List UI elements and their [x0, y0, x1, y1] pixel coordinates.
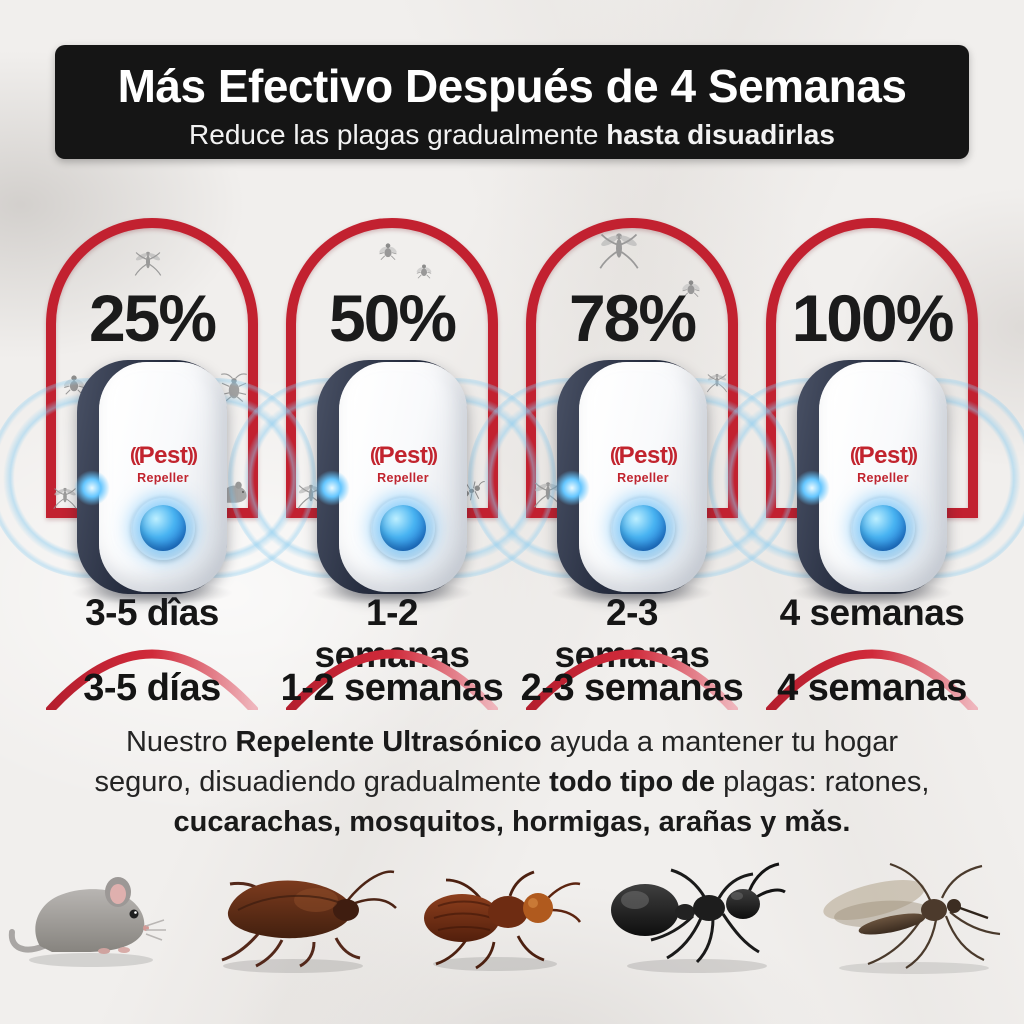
red-arc-decoration — [526, 649, 738, 710]
sound-waves-left-icon: (( — [609, 445, 621, 466]
mosquito-icon — [131, 244, 165, 278]
percent-label: 100% — [791, 281, 955, 355]
stage-column-1: 25% ((Pest)) Repeller — [0, 218, 316, 606]
description-bold: todo tipo de — [549, 766, 716, 799]
sound-waves-right-icon: )) — [427, 445, 438, 466]
pest-repeller-device: ((Pest)) Repeller — [77, 360, 227, 594]
subtitle: Reduce las plagas gradualmente hasta dis… — [55, 119, 969, 151]
sound-waves-right-icon: )) — [667, 445, 678, 466]
power-button-light — [620, 505, 666, 551]
device-logo: ((Pest)) Repeller — [339, 444, 467, 485]
ant-image — [610, 862, 786, 973]
glow-flare — [74, 470, 110, 506]
stage-column-3: 78% ((Pest)) Repeller — [468, 218, 796, 606]
percent-label: 25% — [88, 281, 217, 355]
description-text: seguro, disuadiendo gradualmente — [94, 766, 550, 799]
mosquito-image — [822, 862, 1000, 974]
glow-flare — [794, 470, 830, 506]
arc-cell: 3-5 días — [46, 640, 258, 710]
power-button-light — [860, 505, 906, 551]
description-bold: cucarachas, mosquitos, hormigas, arañas … — [173, 806, 851, 839]
duration-label: 3-5 dîas — [85, 592, 219, 633]
power-button-light — [380, 505, 426, 551]
subtitle-regular: Reduce las plagas gradualmente — [189, 119, 607, 150]
brand-subname: Repeller — [377, 471, 429, 485]
sound-waves-left-icon: (( — [369, 445, 381, 466]
description-line-3: cucarachas, mosquitos, hormigas, arañas … — [0, 802, 1024, 842]
power-button — [611, 496, 675, 560]
red-arc-decoration — [46, 649, 258, 710]
mosquito-icon — [594, 222, 644, 272]
device-logo: ((Pest)) Repeller — [99, 444, 227, 485]
description-line-1: Nuestro Repelente Ultrasónico ayuda a ma… — [0, 722, 1024, 762]
duration-arcs-row: 3-5 días 1-2 semanas 2-3 semanas 4 seman… — [0, 640, 1024, 710]
duration-label-repeat: 1-2 semanas — [280, 667, 504, 709]
brand-subname: Repeller — [617, 471, 669, 485]
percent-label: 50% — [328, 281, 457, 355]
pest-images-row — [0, 828, 1024, 978]
device-logo: ((Pest)) Repeller — [579, 444, 707, 485]
power-button — [851, 496, 915, 560]
arc-cell: 2-3 semanas — [521, 640, 744, 710]
power-button — [371, 496, 435, 560]
sound-waves-left-icon: (( — [129, 445, 141, 466]
cockroach-image — [221, 870, 397, 973]
device-logo: ((Pest)) Repeller — [819, 444, 947, 485]
brand-name: Pest — [618, 442, 668, 469]
fly-icon — [413, 259, 435, 281]
stages-row: 25% ((Pest)) Repeller — [0, 218, 1024, 606]
percent-label: 78% — [568, 281, 697, 355]
brand-name: Pest — [858, 442, 908, 469]
brand-subname: Repeller — [137, 471, 189, 485]
sound-waves-right-icon: )) — [187, 445, 198, 466]
power-button — [131, 496, 195, 560]
description-bold: Repelente Ultrasónico — [235, 726, 542, 758]
description-text: Nuestro — [125, 726, 236, 758]
pest-repeller-device: ((Pest)) Repeller — [317, 360, 467, 594]
subtitle-bold: hasta disuadirlas — [606, 119, 835, 150]
stage-column-2: 50% ((Pest)) Repeller — [228, 218, 556, 606]
header-banner: Más Efectivo Después de 4 Semanas Reduce… — [55, 45, 969, 159]
description-line-2: seguro, disuadiendo gradualmente todo ti… — [0, 762, 1024, 802]
red-arc-decoration — [286, 649, 498, 710]
sound-waves-left-icon: (( — [849, 445, 861, 466]
red-arc-decoration — [766, 649, 978, 710]
description-paragraph: Nuestro Repelente Ultrasónico ayuda a ma… — [0, 722, 1024, 842]
duration-label-repeat: 2-3 semanas — [520, 667, 744, 709]
power-button-light — [140, 505, 186, 551]
brand-name: Pest — [378, 442, 428, 469]
stage-column-4: 100% ((Pest)) Repeller — [708, 218, 1024, 606]
description-text: plagas: ratones, — [715, 766, 930, 799]
brand-subname: Repeller — [857, 471, 909, 485]
arc-cell: 4 semanas — [766, 640, 978, 710]
page-title: Más Efectivo Después de 4 Semanas — [117, 60, 907, 112]
duration-label-repeat: 3-5 días — [83, 667, 221, 709]
brand-name: Pest — [138, 442, 188, 469]
glow-flare — [314, 470, 350, 506]
duration-label-repeat: 4 semanas — [777, 667, 967, 709]
duration-label: 4 semanas — [779, 592, 965, 633]
glow-flare — [554, 470, 590, 506]
termite-image — [423, 870, 581, 971]
arc-cell: 1-2 semanas — [281, 640, 504, 710]
fly-icon — [375, 237, 401, 263]
pest-repeller-device: ((Pest)) Repeller — [797, 360, 947, 594]
description-text: ayuda a mantener tu hogar — [541, 726, 899, 758]
mouse-image — [8, 877, 166, 967]
sound-waves-right-icon: )) — [907, 445, 918, 466]
